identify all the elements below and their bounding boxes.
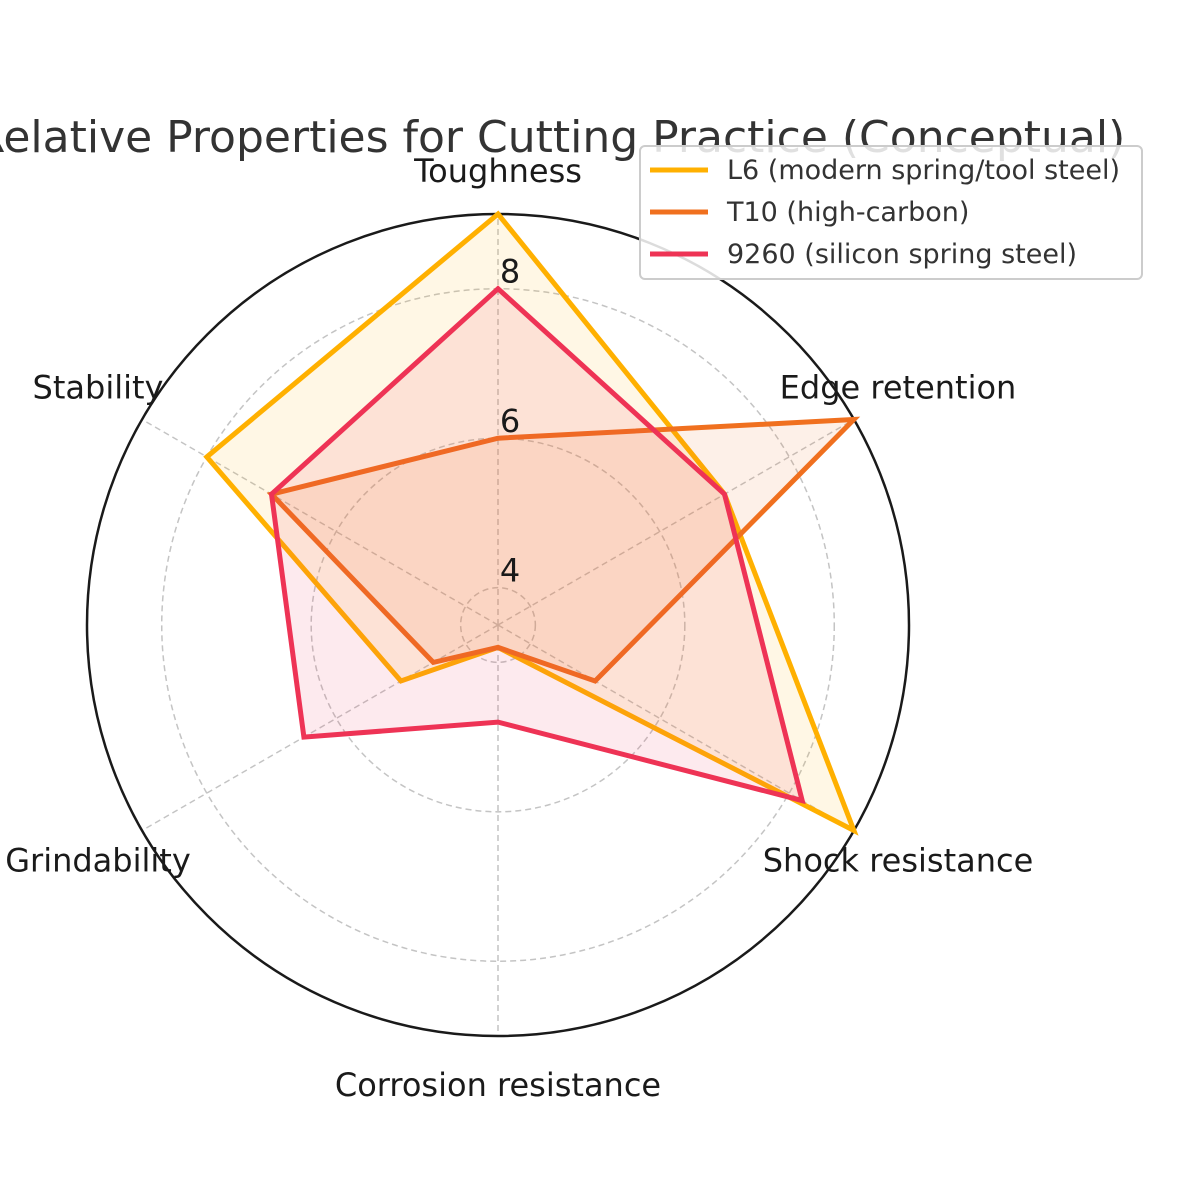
grid-spoke: [141, 418, 499, 626]
r-tick-label: 8: [500, 253, 520, 291]
legend-label: T10 (high-carbon): [726, 197, 969, 228]
grid-spoke: [497, 418, 855, 626]
axis-label: Grindability: [5, 842, 191, 880]
legend-box: [639, 145, 1143, 280]
axis-label: Edge retention: [780, 369, 1017, 407]
series-2-polygon: [268, 285, 806, 805]
legend-label: 9260 (silicon spring steel): [727, 239, 1077, 270]
legend-label: L6 (modern spring/tool steel): [727, 155, 1120, 186]
series-layer: [203, 210, 861, 836]
axis-label: Shock resistance: [763, 842, 1034, 880]
r-tick-label: 6: [500, 402, 520, 440]
axis-label-layer: Toughness Edge retention Shock resistance C…: [5, 152, 1033, 1104]
grid-spoke: [141, 624, 499, 832]
grid-circle: [459, 586, 537, 664]
axis-label: Stability: [33, 369, 164, 407]
tick-layer: 4 6 8: [500, 253, 520, 590]
r-tick-label: 4: [500, 552, 520, 590]
legend: L6 (modern spring/tool steel) T10 (high-c…: [639, 145, 1143, 280]
axis-label: Toughness: [413, 152, 582, 190]
axis-label: Corrosion resistance: [335, 1066, 661, 1104]
